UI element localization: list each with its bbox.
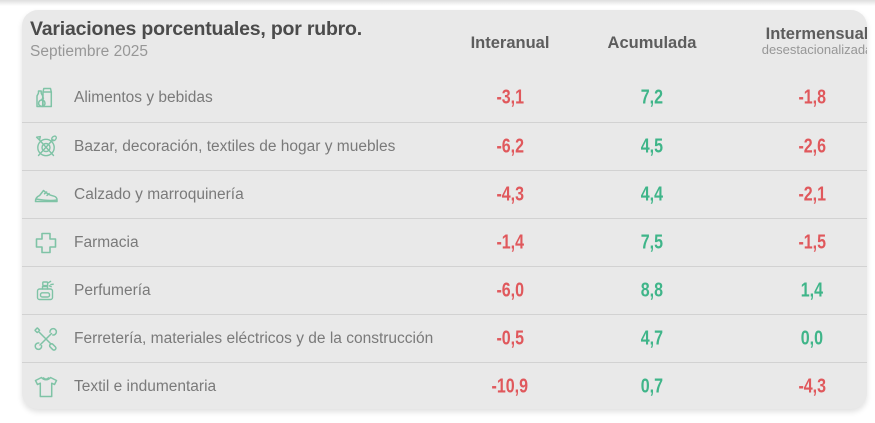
cell: -2,6 [757,135,867,158]
cell-value: 0,0 [800,327,824,349]
perfume-icon [30,275,62,307]
groceries-icon [30,82,62,114]
cell: 4,7 [597,327,707,350]
cell-value: -4,3 [496,183,524,205]
pharmacy-cross-icon [30,227,62,259]
table-row: Alimentos y bebidas -3,1 7,2 -1,8 [22,74,867,122]
cell: 8,8 [597,279,707,302]
cell: 4,4 [597,183,707,206]
cell: -4,3 [455,183,565,206]
cell-value: -3,1 [496,86,524,109]
cell: -6,2 [455,135,565,158]
cell-value: 4,4 [640,183,664,205]
table-row: Bazar, decoración, textiles de hogar y m… [22,122,867,170]
variations-table-card: Variaciones porcentuales, por rubro. Sep… [22,10,867,409]
cell: 7,5 [597,231,707,254]
table-row: Calzado y marroquinería -4,3 4,4 -2,1 [22,170,867,218]
cell: -1,8 [757,87,867,110]
cell-value: -1,8 [798,86,826,109]
cell: -1,4 [455,231,565,254]
cell-value: -2,1 [798,183,826,205]
row-label: Calzado y marroquinería [74,185,244,203]
shoe-icon [30,179,62,211]
table-row: Perfumería -6,0 8,8 1,4 [22,266,867,314]
cell-value: -0,5 [496,327,524,349]
cell: 0,7 [597,375,707,398]
cell-value: 7,2 [640,86,664,109]
table-row: Textil e indumentaria -10,9 0,7 -4,3 [22,362,867,409]
column-header-interanual: Interanual [470,34,550,52]
row-label: Perfumería [74,281,151,299]
tshirt-icon [30,371,62,403]
cell: -1,5 [757,231,867,254]
row-label: Textil e indumentaria [74,377,217,395]
row-label: Ferretería, materiales eléctricos y de l… [74,329,434,347]
cell: -10,9 [455,375,565,398]
cell-value: 4,5 [640,135,664,157]
tableware-icon [30,131,62,163]
cell-value: -10,9 [491,375,529,397]
cell: -2,1 [757,183,867,206]
cell: -3,1 [455,87,565,110]
cell-value: 1,4 [800,279,824,301]
cell: 7,2 [597,87,707,110]
cell: -6,0 [455,279,565,302]
cell-value: 4,7 [640,327,664,349]
table-header: Variaciones porcentuales, por rubro. Sep… [22,10,867,74]
cell: -0,5 [455,327,565,350]
row-label: Bazar, decoración, textiles de hogar y m… [74,137,396,155]
cell-value: -6,0 [496,279,524,301]
table-row: Farmacia -1,4 7,5 -1,5 [22,218,867,266]
row-label: Farmacia [74,233,139,251]
cell-value: -6,2 [496,135,524,157]
cell-value: 0,7 [640,375,664,397]
page-subtitle: Septiembre 2025 [30,43,149,61]
page-title: Variaciones porcentuales, por rubro. [30,18,362,40]
top-edge-strip [0,0,875,6]
cell: 4,5 [597,135,707,158]
cell-value: -2,6 [798,135,826,157]
cell-value: -1,4 [496,231,524,253]
cell: 1,4 [757,279,867,302]
table-body: Alimentos y bebidas -3,1 7,2 -1,8 Bazar,… [22,74,867,409]
row-label: Alimentos y bebidas [74,89,213,106]
cell-value: 8,8 [640,279,664,301]
column-header-intermensual: Intermensual desestacionalizada [761,25,867,58]
title-block: Variaciones porcentuales, por rubro. Sep… [30,18,362,61]
cell-value: -1,5 [798,231,826,253]
table-row: Ferretería, materiales eléctricos y de l… [22,314,867,362]
cell-value: -4,3 [798,375,826,397]
cell-value: 7,5 [640,231,664,253]
cell: 0,0 [757,327,867,350]
cell: -4,3 [757,375,867,398]
tools-icon [30,323,62,355]
column-header-acumulada: Acumulada [607,34,697,52]
